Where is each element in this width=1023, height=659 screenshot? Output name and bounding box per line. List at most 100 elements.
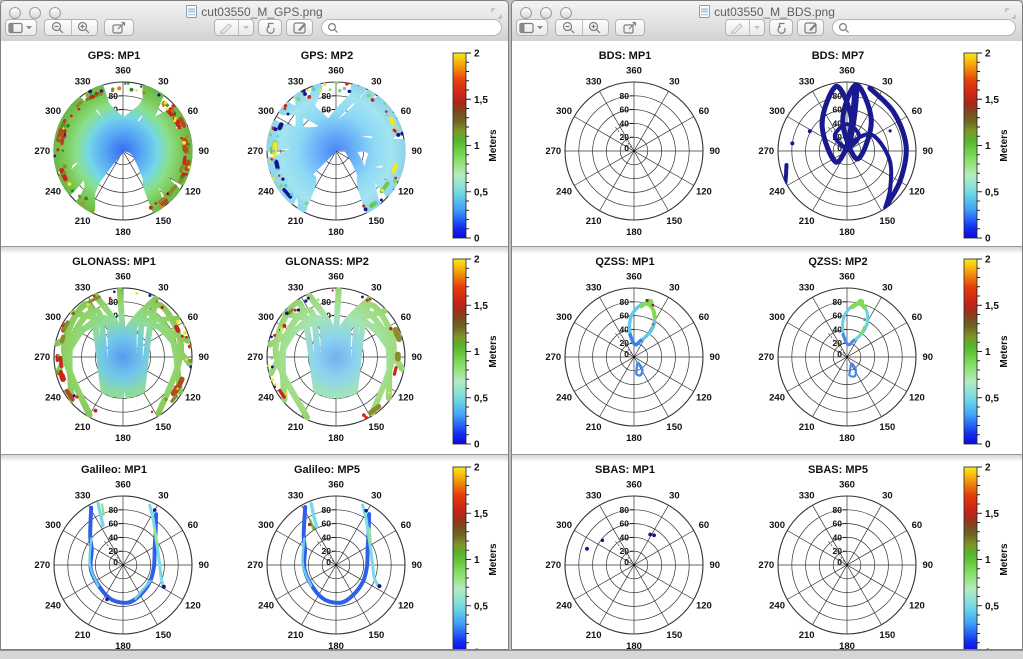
- elevation-tick-label: 80: [620, 91, 630, 101]
- minimize-button[interactable]: [540, 7, 552, 19]
- azimuth-tick-label: 270: [758, 146, 774, 157]
- azimuth-tick-label: 270: [758, 560, 774, 571]
- markup-pen-button[interactable]: [215, 20, 239, 35]
- skyplot-data: [783, 82, 909, 210]
- elevation-tick-label: 0: [837, 557, 842, 567]
- close-button[interactable]: [9, 7, 21, 19]
- azimuth-tick-label: 360: [328, 479, 344, 490]
- azimuth-tick-label: 210: [586, 422, 602, 433]
- azimuth-tick-label: 150: [666, 422, 682, 433]
- markup-toolbar-button[interactable]: [286, 19, 313, 36]
- zoom-out-button[interactable]: [45, 20, 72, 35]
- colorbar-tick-label: 1: [474, 555, 480, 566]
- plot-row-2: QZSS: MP1 360 30 60 90 120 150 180 210 240 270 300 3…: [512, 246, 1022, 454]
- plot-title: GPS: MP2: [301, 50, 354, 62]
- azimuth-tick-label: 240: [556, 393, 572, 404]
- azimuth-tick-label: 60: [699, 312, 710, 323]
- elevation-tick-label: 60: [620, 311, 630, 321]
- azimuth-tick-label: 360: [626, 271, 642, 282]
- colorbar-tick-label: 0: [474, 234, 480, 245]
- plot-title: QZSS: MP1: [595, 256, 654, 268]
- skyplot-data: [301, 501, 382, 605]
- zoom-button[interactable]: [49, 7, 61, 19]
- markup-toolbar-button[interactable]: [797, 19, 824, 36]
- azimuth-tick-label: 210: [288, 422, 304, 433]
- colorbar-tick-label: 0,5: [474, 601, 488, 612]
- azimuth-tick-label: 60: [401, 312, 412, 323]
- azimuth-tick-label: 270: [545, 560, 561, 571]
- fullscreen-icon[interactable]: [1005, 6, 1016, 24]
- rotate-left-button[interactable]: [769, 19, 793, 36]
- elevation-tick-label: 40: [620, 324, 630, 334]
- colorbar: 2 1,5 1 0,5 0 Meters: [452, 463, 499, 651]
- elevation-tick-label: 80: [109, 297, 119, 307]
- elevation-tick-label: 0: [326, 557, 331, 567]
- azimuth-tick-label: 330: [288, 490, 304, 501]
- skyplot-bds-mp1: BDS: MP1 360 30 60 90 120 150 180 210 240 270 300 33…: [545, 50, 720, 238]
- fullscreen-icon[interactable]: [491, 6, 502, 24]
- skyplot-row-svg: SBAS: MP13603060901201501802102402703003…: [545, 463, 1010, 649]
- skyplot-row-svg: GLONASS: MP13603060901201501802102402703…: [34, 255, 499, 451]
- azimuth-tick-label: 360: [626, 479, 642, 490]
- skyplot-bds-mp7: BDS: MP7 360 30 60 90 120 150 180 210 240 270 300 33…: [758, 50, 933, 238]
- search-input[interactable]: [850, 20, 1015, 35]
- elevation-tick-label: 40: [109, 532, 119, 542]
- azimuth-tick-label: 120: [696, 393, 712, 404]
- skyplot-grid: 360 30 60 90 120 150 180 210 240 270 300 330 80 60 40 2…: [758, 479, 933, 649]
- view-menu-button[interactable]: [5, 19, 37, 36]
- azimuth-tick-label: 360: [328, 65, 344, 76]
- plot-row-3: Galileo: MP1 360 30 60 90 120 150 180 210 240 270 3…: [1, 454, 508, 651]
- share-button[interactable]: [615, 19, 645, 36]
- azimuth-tick-label: 60: [699, 520, 710, 531]
- skyplot-data: [266, 81, 406, 214]
- window-header: cut03550_M_BDS.png: [512, 1, 1022, 42]
- elevation-tick-label: 40: [322, 532, 332, 542]
- skyplot-glo-mp1: GLONASS: MP1 360 30 60 90 120 150 180 210 240 270 3…: [34, 256, 209, 444]
- skyplot-row-svg: Galileo: MP13603060901201501802102402703…: [34, 463, 499, 651]
- azimuth-tick-label: 30: [158, 76, 169, 87]
- window-title: cut03550_M_BDS.png: [512, 5, 1022, 21]
- colorbar-tick-label: 1: [985, 555, 991, 566]
- colorbar-tick-label: 1: [985, 141, 991, 152]
- skyplot-gps-mp1: GPS: MP1 360 30 60 90 120 150 180 210 240 270 300 33…: [34, 50, 209, 238]
- colorbar: 2 1,5 1 0,5 0 Meters: [452, 255, 499, 451]
- markup-pen-dropdown[interactable]: [750, 20, 764, 35]
- azimuth-tick-label: 330: [586, 282, 602, 293]
- azimuth-tick-label: 180: [115, 227, 131, 238]
- colorbar-tick-label: 1,5: [985, 301, 999, 312]
- zoom-out-button[interactable]: [556, 20, 583, 35]
- minimize-button[interactable]: [29, 7, 41, 19]
- azimuth-tick-label: 210: [75, 216, 91, 227]
- markup-pen-button[interactable]: [726, 20, 750, 35]
- search-input[interactable]: [339, 20, 501, 35]
- azimuth-tick-label: 120: [185, 187, 201, 198]
- azimuth-tick-label: 300: [45, 312, 61, 323]
- azimuth-tick-label: 60: [188, 106, 199, 117]
- colorbar-tick-label: 0,5: [474, 187, 488, 198]
- elevation-tick-label: 60: [620, 519, 630, 529]
- azimuth-tick-label: 90: [411, 352, 422, 363]
- elevation-tick-label: 20: [322, 546, 332, 556]
- azimuth-tick-label: 30: [669, 76, 680, 87]
- elevation-tick-label: 40: [620, 118, 630, 128]
- colorbar-axis-label: Meters: [488, 129, 499, 162]
- zoom-in-button[interactable]: [72, 20, 98, 35]
- view-menu-button[interactable]: [516, 19, 548, 36]
- rotate-left-button[interactable]: [258, 19, 282, 36]
- azimuth-tick-label: 30: [158, 282, 169, 293]
- azimuth-tick-label: 330: [75, 76, 91, 87]
- zoom-in-button[interactable]: [583, 20, 609, 35]
- skyplot-data: [53, 82, 193, 214]
- azimuth-tick-label: 360: [328, 271, 344, 282]
- azimuth-tick-label: 30: [669, 282, 680, 293]
- zoom-button[interactable]: [560, 7, 572, 19]
- azimuth-tick-label: 300: [556, 520, 572, 531]
- plot-title: SBAS: MP5: [808, 464, 868, 476]
- elevation-tick-label: 40: [833, 118, 843, 128]
- share-button[interactable]: [104, 19, 134, 36]
- colorbar-tick-label: 0: [474, 648, 480, 651]
- close-button[interactable]: [520, 7, 532, 19]
- azimuth-tick-label: 210: [75, 422, 91, 433]
- markup-pen-dropdown[interactable]: [239, 20, 253, 35]
- colorbar-axis-label: Meters: [999, 129, 1010, 162]
